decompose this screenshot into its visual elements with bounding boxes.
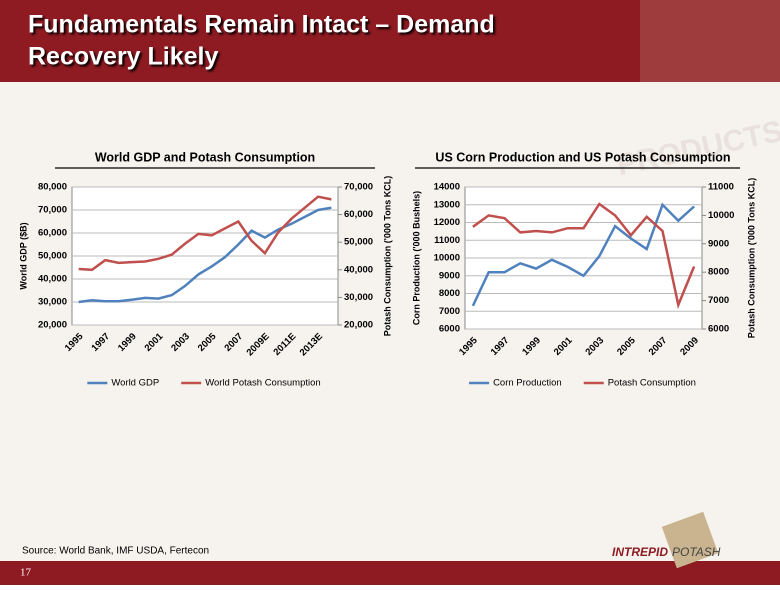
series-line — [78, 206, 332, 304]
y-tick-label: 50,000 — [38, 251, 67, 262]
slide-title: Fundamentals Remain Intact – Demand — [28, 11, 495, 39]
logo-text: INTREPID — [612, 545, 668, 559]
y2-tick-label: 20,000 — [344, 320, 373, 331]
y2-tick-label: 6000 — [708, 324, 729, 335]
logo-mark — [661, 511, 719, 569]
y2-tick-label: 7000 — [708, 295, 729, 306]
y-tick-label: 9000 — [439, 270, 460, 281]
y2-tick-label: 30,000 — [344, 292, 373, 303]
y-tick-label: 40,000 — [38, 274, 67, 285]
legend: Corn Production Potash Consumption — [469, 378, 696, 389]
y2-tick-label: 60,000 — [344, 209, 373, 220]
legend-label: World Potash Consumption — [205, 378, 320, 389]
logo-text: POTASH — [672, 545, 721, 559]
y2-tick-label: 8000 — [708, 267, 729, 278]
y-tick-label: 10000 — [434, 253, 460, 264]
series-line — [472, 202, 696, 310]
y2-axis-title: Potash Consumption ('000 Tons KCL) — [382, 176, 392, 336]
header-decoration — [640, 0, 780, 82]
chart: US Corn Production and US Potash Consump… — [411, 150, 756, 388]
legend-label: Corn Production — [493, 378, 562, 389]
source-note: Source: World Bank, IMF USDA, Fertecon — [22, 546, 209, 557]
series-line — [471, 202, 695, 307]
chart-title: US Corn Production and US Potash Consump… — [435, 150, 730, 164]
legend-label: World GDP — [111, 378, 159, 389]
y-tick-label: 14000 — [434, 182, 460, 193]
footer-band — [0, 561, 780, 585]
charts: World GDP and Potash Consumption 20,000 30… — [18, 150, 756, 388]
y-tick-label: 13000 — [434, 199, 460, 210]
y-tick-label: 70,000 — [38, 205, 67, 216]
y-tick-label: 60,000 — [38, 228, 67, 239]
y-tick-label: 12000 — [434, 217, 460, 228]
y-tick-label: 6000 — [439, 324, 460, 335]
y-tick-label: 20,000 — [38, 320, 67, 331]
y2-tick-label: 9000 — [708, 238, 729, 249]
y2-tick-label: 11000 — [708, 182, 734, 193]
slide-title: Recovery Likely — [28, 43, 218, 71]
y2-tick-label: 70,000 — [344, 182, 373, 193]
y-tick-label: 80,000 — [38, 182, 67, 193]
y-tick-label: 11000 — [434, 235, 460, 246]
legend-label: Potash Consumption — [608, 378, 696, 389]
y-axis-title: World GDP ($B) — [18, 222, 28, 289]
legend: World GDP World Potash Consumption — [87, 378, 321, 389]
series-line — [78, 195, 332, 272]
y2-tick-label: 50,000 — [344, 237, 373, 248]
y-axis-title: Corn Production ('000 Bushels) — [411, 191, 421, 325]
page-number: 17 — [20, 567, 32, 579]
y-tick-label: 30,000 — [38, 297, 67, 308]
y2-tick-label: 40,000 — [344, 264, 373, 275]
y2-axis-title: Potash Consumption ('000 Tons KCL) — [746, 178, 756, 338]
chart-title: World GDP and Potash Consumption — [95, 150, 315, 164]
y-tick-label: 8000 — [439, 288, 460, 299]
y2-tick-label: 10000 — [708, 210, 734, 221]
y-tick-label: 7000 — [439, 306, 460, 317]
